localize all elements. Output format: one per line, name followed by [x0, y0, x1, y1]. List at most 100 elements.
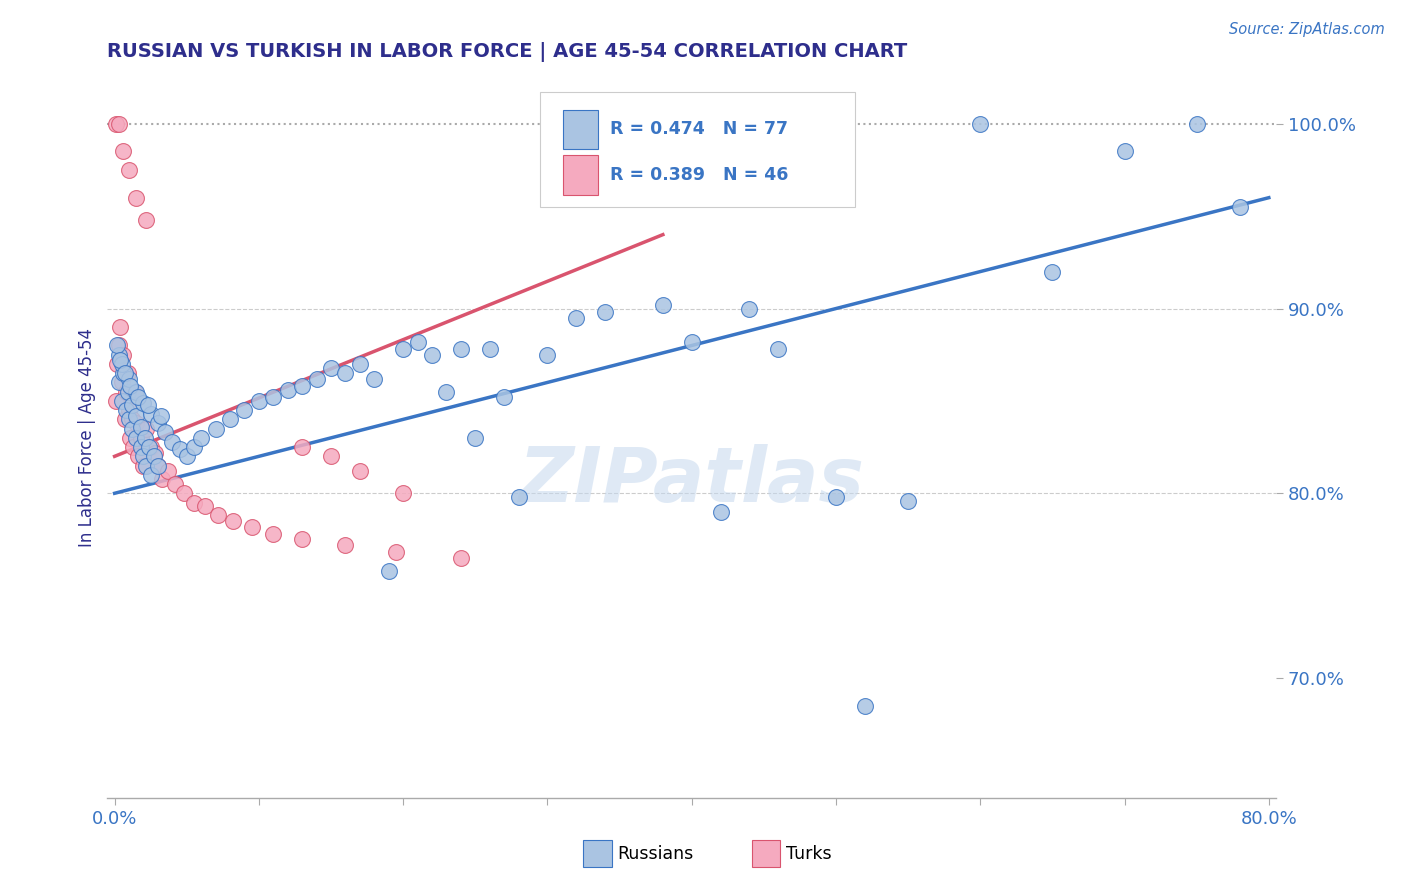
Point [146, 416, 169, 430]
Point [1229, 200, 1251, 214]
Point [219, 412, 242, 426]
Point [129, 431, 152, 445]
Point [450, 342, 472, 356]
Text: RUSSIAN VS TURKISH IN LABOR FORCE | AGE 45-54 CORRELATION CHART: RUSSIAN VS TURKISH IN LABOR FORCE | AGE … [107, 42, 908, 62]
Point [291, 440, 314, 454]
Point [121, 412, 143, 426]
Point [233, 403, 256, 417]
Point [651, 298, 673, 312]
Point [110, 353, 132, 368]
Point [105, 117, 128, 131]
Point [150, 471, 173, 485]
Point [162, 434, 184, 449]
Point [508, 490, 530, 504]
Point [135, 458, 157, 473]
Point [120, 379, 142, 393]
Point [132, 450, 155, 464]
FancyBboxPatch shape [564, 110, 598, 149]
Point [111, 376, 134, 390]
Point [135, 422, 157, 436]
Point [125, 191, 148, 205]
Point [121, 422, 143, 436]
Point [156, 464, 179, 478]
Point [111, 357, 134, 371]
Point [105, 393, 128, 408]
Point [853, 698, 876, 713]
Point [115, 403, 138, 417]
Point [112, 348, 135, 362]
Point [176, 450, 198, 464]
Point [129, 440, 152, 454]
Point [108, 338, 131, 352]
Point [142, 450, 165, 464]
Point [115, 384, 138, 399]
FancyBboxPatch shape [564, 155, 598, 194]
Point [117, 384, 139, 399]
Point [118, 412, 141, 426]
Point [392, 342, 415, 356]
Point [127, 390, 149, 404]
Point [1042, 264, 1064, 278]
Point [709, 505, 731, 519]
Point [222, 514, 245, 528]
Point [385, 545, 408, 559]
FancyBboxPatch shape [540, 92, 855, 207]
Point [139, 467, 162, 482]
Point [183, 495, 205, 509]
Point [153, 425, 176, 440]
Point [107, 357, 129, 371]
Point [436, 384, 458, 399]
Point [897, 493, 920, 508]
Point [125, 431, 148, 445]
Point [262, 390, 284, 404]
Point [392, 486, 415, 500]
Point [125, 416, 148, 430]
Text: Russians: Russians [617, 845, 693, 863]
Point [1185, 117, 1208, 131]
Point [593, 305, 616, 319]
Point [121, 398, 143, 412]
Point [969, 117, 991, 131]
Point [146, 458, 169, 473]
Y-axis label: In Labor Force | Age 45-54: In Labor Force | Age 45-54 [79, 328, 96, 548]
Point [118, 372, 141, 386]
Point [291, 379, 314, 393]
Text: R = 0.389   N = 46: R = 0.389 N = 46 [610, 166, 789, 184]
Point [112, 145, 135, 159]
Point [349, 357, 371, 371]
Point [135, 212, 157, 227]
Point [494, 390, 516, 404]
Point [1114, 145, 1136, 159]
Point [129, 419, 152, 434]
Text: ZIPatlas: ZIPatlas [519, 444, 865, 518]
Point [363, 372, 385, 386]
Point [173, 486, 195, 500]
Point [738, 301, 761, 316]
Point [132, 458, 155, 473]
Point [240, 519, 263, 533]
Point [112, 366, 135, 380]
Point [565, 310, 588, 325]
Point [136, 398, 159, 412]
Point [120, 431, 142, 445]
Point [277, 383, 299, 397]
Point [110, 320, 132, 334]
Point [107, 338, 129, 352]
Point [406, 334, 429, 349]
Point [108, 348, 131, 362]
Point [125, 384, 148, 399]
Point [450, 551, 472, 566]
Point [262, 527, 284, 541]
Point [207, 508, 229, 523]
Point [335, 366, 357, 380]
Point [464, 431, 486, 445]
Point [122, 440, 145, 454]
Point [536, 348, 558, 362]
Point [143, 445, 166, 459]
Point [291, 533, 314, 547]
Point [335, 538, 357, 552]
Point [165, 477, 187, 491]
Point [127, 450, 149, 464]
Point [125, 409, 148, 423]
Point [204, 422, 226, 436]
